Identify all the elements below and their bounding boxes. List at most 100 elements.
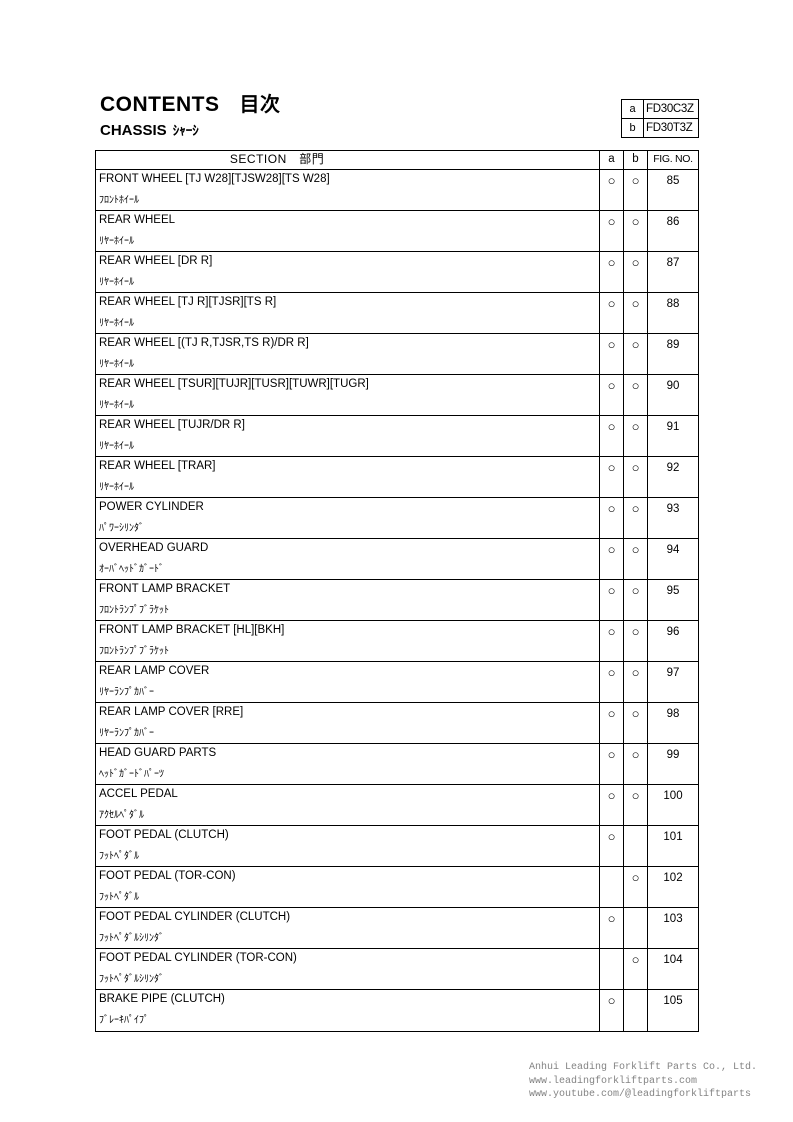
section-name: FOOT PEDAL CYLINDER (TOR-CON) [99,952,297,964]
mark-a: ○ [599,908,623,948]
table-row: REAR WHEEL [TSUR][TUJR][TUSR][TUWR][TUGR… [96,375,698,416]
fig-no: 105 [647,990,698,1031]
fig-no: 92 [647,457,698,497]
table-row: FRONT LAMP BRACKET [HL][BKH] ﾌﾛﾝﾄﾗﾝﾌﾟﾌﾞﾗｹ… [96,621,698,662]
section-kana: ﾌﾛﾝﾄﾗﾝﾌﾟﾌﾞﾗｹｯﾄ [99,605,169,616]
fig-no: 95 [647,580,698,620]
section-kana: ｱｸｾﾙﾍﾟﾀﾞﾙ [99,810,144,821]
section-kana: ﾘﾔｰﾗﾝﾌﾟｶﾊﾞｰ [99,728,154,739]
section-cell: REAR WHEEL [TUJR/DR R] ﾘﾔｰﾎｲｰﾙ [96,416,599,456]
section-name: BRAKE PIPE (CLUTCH) [99,993,225,1005]
section-cell: ACCEL PEDAL ｱｸｾﾙﾍﾟﾀﾞﾙ [96,785,599,825]
mark-a: ○ [599,539,623,579]
section-kana: ﾌｯﾄﾍﾟﾀﾞﾙｼﾘﾝﾀﾞ [99,974,164,985]
footer: Anhui Leading Forklift Parts Co., Ltd. w… [529,1061,757,1102]
mark-b: ○ [623,949,647,989]
section-kana: ﾘﾔｰﾎｲｰﾙ [99,318,134,329]
section-cell: FRONT LAMP BRACKET ﾌﾛﾝﾄﾗﾝﾌﾟﾌﾞﾗｹｯﾄ [96,580,599,620]
table-header: SECTION 部門 a b FIG. NO. [96,151,698,170]
section-kana: ﾘﾔｰﾎｲｰﾙ [99,277,134,288]
section-cell: FRONT LAMP BRACKET [HL][BKH] ﾌﾛﾝﾄﾗﾝﾌﾟﾌﾞﾗｹ… [96,621,599,661]
section-cell: REAR WHEEL [TRAR] ﾘﾔｰﾎｲｰﾙ [96,457,599,497]
mark-b: ○ [623,211,647,251]
section-cell: REAR WHEEL [TJ R][TJSR][TS R] ﾘﾔｰﾎｲｰﾙ [96,293,599,333]
table-row: FRONT LAMP BRACKET ﾌﾛﾝﾄﾗﾝﾌﾟﾌﾞﾗｹｯﾄ ○ ○ 95 [96,580,698,621]
section-name: FOOT PEDAL CYLINDER (CLUTCH) [99,911,291,923]
mark-b: ○ [623,539,647,579]
model-row: a FD30C3Z [622,100,698,118]
table-row: FOOT PEDAL (TOR-CON) ﾌｯﾄﾍﾟﾀﾞﾙ ○ 102 [96,867,698,908]
mark-b: ○ [623,293,647,333]
table-row: FRONT WHEEL [TJ W28][TJSW28][TS W28] ﾌﾛﾝﾄ… [96,170,698,211]
section-name: REAR WHEEL [TSUR][TUJR][TUSR][TUWR][TUGR… [99,378,369,390]
mark-a: ○ [599,703,623,743]
mark-a: ○ [599,416,623,456]
model-code: FD30T3Z [646,122,693,134]
mark-a: ○ [599,785,623,825]
table-row: REAR LAMP COVER ﾘﾔｰﾗﾝﾌﾟｶﾊﾞｰ ○ ○ 97 [96,662,698,703]
section-cell: FOOT PEDAL (CLUTCH) ﾌｯﾄﾍﾟﾀﾞﾙ [96,826,599,866]
model-code: FD30C3Z [646,103,694,115]
section-cell: REAR WHEEL [(TJ R,TJSR,TS R)/DR R] ﾘﾔｰﾎｲｰ… [96,334,599,374]
section-cell: REAR WHEEL [DR R] ﾘﾔｰﾎｲｰﾙ [96,252,599,292]
mark-a: ○ [599,621,623,661]
table-row: ACCEL PEDAL ｱｸｾﾙﾍﾟﾀﾞﾙ ○ ○ 100 [96,785,698,826]
section-cell: FOOT PEDAL CYLINDER (TOR-CON) ﾌｯﾄﾍﾟﾀﾞﾙｼﾘﾝ… [96,949,599,989]
section-kana: ﾍｯﾄﾞｶﾞｰﾄﾞﾊﾟｰﾂ [99,769,164,780]
section-name: POWER CYLINDER [99,501,204,513]
table-row: REAR WHEEL [TRAR] ﾘﾔｰﾎｲｰﾙ ○ ○ 92 [96,457,698,498]
section-name: OVERHEAD GUARD [99,542,209,554]
section-name: REAR LAMP COVER [RRE] [99,706,244,718]
section-name: REAR WHEEL [TJ R][TJSR][TS R] [99,296,277,308]
section-kana: ﾌｯﾄﾍﾟﾀﾞﾙ [99,892,139,903]
fig-no: 91 [647,416,698,456]
mark-a: ○ [599,990,623,1031]
section-name: FRONT WHEEL [TJ W28][TJSW28][TS W28] [99,173,330,185]
contents-table: SECTION 部門 a b FIG. NO. FRONT WHEEL [TJ … [95,150,699,1032]
mark-b: ○ [623,580,647,620]
mark-a: ○ [599,457,623,497]
mark-a: ○ [599,211,623,251]
mark-a: ○ [599,498,623,538]
model-key: b [622,119,644,137]
section-name: REAR LAMP COVER [99,665,210,677]
section-name: FOOT PEDAL (CLUTCH) [99,829,229,841]
section-kana: ﾘﾔｰﾗﾝﾌﾟｶﾊﾞｰ [99,687,154,698]
mark-b [623,826,647,866]
table-row: REAR WHEEL ﾘﾔｰﾎｲｰﾙ ○ ○ 86 [96,211,698,252]
mark-b: ○ [623,621,647,661]
mark-b: ○ [623,662,647,702]
fig-no: 87 [647,252,698,292]
section-kana: ﾘﾔｰﾎｲｰﾙ [99,400,134,411]
table-body: FRONT WHEEL [TJ W28][TJSW28][TS W28] ﾌﾛﾝﾄ… [96,170,698,1031]
fig-no: 98 [647,703,698,743]
mark-a: ○ [599,334,623,374]
section-kana: ﾌｯﾄﾍﾟﾀﾞﾙ [99,851,139,862]
mark-a: ○ [599,662,623,702]
mark-b: ○ [623,334,647,374]
mark-a: ○ [599,375,623,415]
section-header: SECTION 部門 [96,151,599,169]
col-a-header: a [599,151,623,169]
section-cell: REAR WHEEL ﾘﾔｰﾎｲｰﾙ [96,211,599,251]
table-row: POWER CYLINDER ﾊﾟﾜｰｼﾘﾝﾀﾞ ○ ○ 93 [96,498,698,539]
section-name: REAR WHEEL [TRAR] [99,460,216,472]
section-cell: BRAKE PIPE (CLUTCH) ﾌﾞﾚｰｷﾊﾟｲﾌﾟ [96,990,599,1031]
section-cell: FOOT PEDAL (TOR-CON) ﾌｯﾄﾍﾟﾀﾞﾙ [96,867,599,907]
section-cell: OVERHEAD GUARD ｵｰﾊﾞﾍｯﾄﾞｶﾞｰﾄﾞ [96,539,599,579]
model-row: b FD30T3Z [622,118,698,137]
chassis-subtitle-en: CHASSIS [100,122,167,139]
mark-b: ○ [623,252,647,292]
model-code-table: a FD30C3Z b FD30T3Z [621,99,699,138]
mark-b: ○ [623,785,647,825]
section-name: REAR WHEEL [99,214,176,226]
mark-a [599,949,623,989]
page-title-en: CONTENTS [100,93,220,116]
fig-no: 104 [647,949,698,989]
fig-no: 101 [647,826,698,866]
fig-no: 85 [647,170,698,210]
mark-b: ○ [623,498,647,538]
table-row: OVERHEAD GUARD ｵｰﾊﾞﾍｯﾄﾞｶﾞｰﾄﾞ ○ ○ 94 [96,539,698,580]
fig-no: 94 [647,539,698,579]
